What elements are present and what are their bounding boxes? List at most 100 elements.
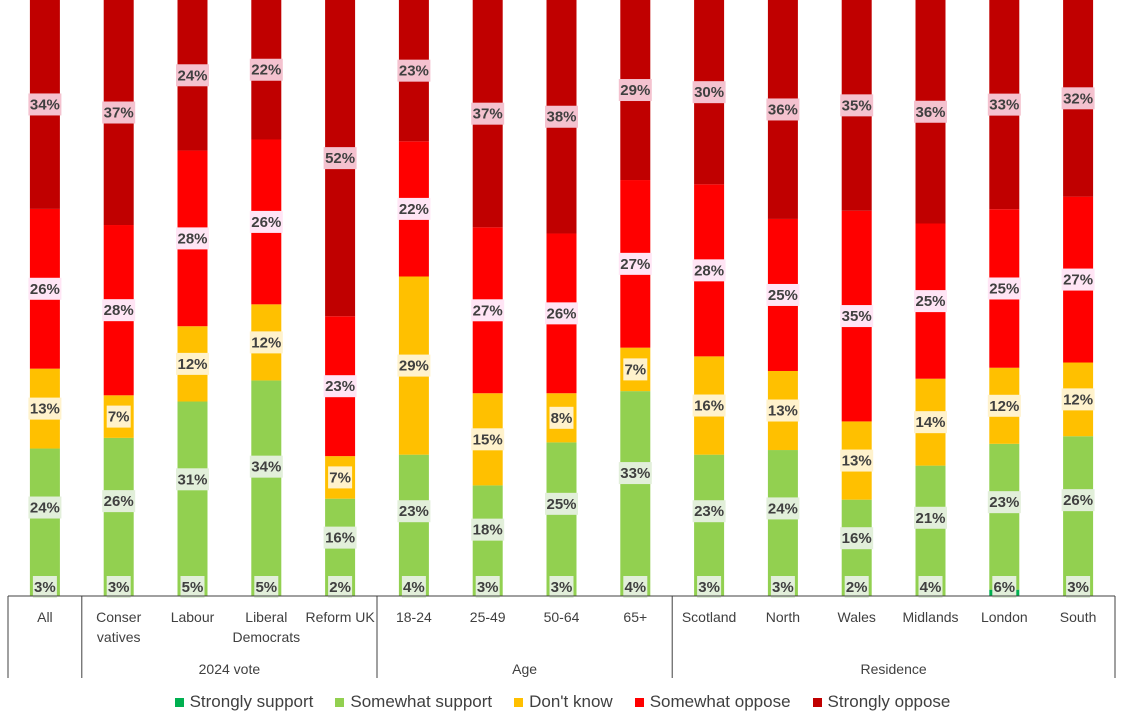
data-label-strongly-support-18-24-text: 4% [403,579,425,596]
x-tick-label-london: London [981,609,1028,625]
data-label-strongly-support-london: 6% [992,576,1017,598]
data-label-strongly-support-all: 3% [32,576,57,598]
data-label-somewhat-support-labour: 31% [176,468,209,491]
data-label-don-t-know-all-text: 13% [30,401,60,418]
data-label-strongly-oppose-all-bg [28,93,62,116]
category-axis: All Conser vatives Labour Liberal Democrats Re… [7,595,1116,678]
data-label-somewhat-support-midlands: 21% [914,506,947,529]
data-label-strongly-oppose-18-24-bg [397,59,431,82]
data-label-somewhat-support-50-64-bg [545,492,578,515]
legend-label-strongly-support: Strongly support [189,692,314,711]
legend-item-strongly-support: Strongly support [174,692,314,712]
data-label-somewhat-support-50-64: 25% [545,492,578,515]
data-label-somewhat-oppose-liberal-democrats-bg [249,210,283,233]
data-label-strongly-oppose-scotland-text: 30% [694,84,724,101]
data-label-strongly-support-wales: 2% [844,576,869,598]
bar-segment-somewhat-support-midlands [915,465,946,596]
data-label-strongly-oppose-liberal-democrats-bg [249,58,283,81]
data-label-somewhat-support-65: 33% [618,462,652,485]
data-label-somewhat-oppose-conser-vatives-bg [102,299,136,322]
data-label-don-t-know-north: 13% [766,399,800,422]
data-label-strongly-support-50-64-text: 3% [551,579,573,596]
data-label-strongly-oppose-50-64: 38% [545,105,578,128]
data-label-somewhat-support-labour-text: 31% [177,471,207,488]
data-label-strongly-oppose-south-bg [1061,87,1095,110]
data-label-strongly-support-scotland-bg [697,576,722,598]
data-label-somewhat-support-conser-vatives-bg [102,490,136,513]
data-label-don-t-know-18-24-bg [397,354,431,377]
data-label-don-t-know-conser-vatives-bg [106,405,131,428]
data-label-somewhat-oppose-scotland-text: 28% [694,262,724,279]
data-label-strongly-support-north: 3% [770,576,795,598]
data-label-somewhat-oppose-labour-bg [176,227,209,250]
data-label-strongly-support-south-text: 3% [1067,579,1089,596]
legend-swatch-strongly-support [174,697,184,707]
x-tick-label-conser-vatives: Conser vatives [96,609,141,645]
data-label-somewhat-oppose-scotland: 28% [692,259,726,282]
bar-segment-somewhat-support-labour [177,401,208,596]
data-label-don-t-know-south: 12% [1061,388,1095,411]
bar-segment-somewhat-support-50-64 [546,442,577,596]
data-label-somewhat-support-london-bg [987,491,1021,514]
data-label-somewhat-support-north-bg [766,497,800,520]
data-label-somewhat-support-all: 24% [28,496,62,519]
data-label-strongly-oppose-all: 34% [28,93,62,116]
bar-segment-somewhat-support-liberal-democrats [251,380,282,596]
data-label-somewhat-oppose-conser-vatives-text: 28% [104,302,134,319]
data-label-strongly-support-65-bg [623,576,648,598]
data-label-strongly-oppose-wales: 35% [840,94,874,117]
bar-segment-somewhat-support-65 [620,391,651,596]
x-tick-label-50-64: 50-64 [544,609,580,625]
data-label-strongly-oppose-london: 33% [987,93,1021,116]
data-label-strongly-support-midlands-bg [918,576,943,598]
data-label-don-t-know-50-64-bg [549,406,574,429]
data-label-somewhat-support-liberal-democrats: 34% [249,455,283,478]
x-tick-label-wales: Wales [838,609,876,625]
data-label-strongly-oppose-liberal-democrats-text: 22% [251,62,281,79]
data-label-strongly-support-london-text: 6% [993,579,1015,596]
data-label-somewhat-support-18-24: 23% [397,500,431,523]
data-label-somewhat-oppose-midlands-bg [914,290,947,313]
data-label-somewhat-support-65-bg [618,462,652,485]
legend-swatch-don-t-know [514,697,524,707]
data-label-don-t-know-liberal-democrats-bg [249,331,283,354]
data-label-somewhat-oppose-25-49: 27% [471,299,505,322]
data-label-strongly-oppose-65-text: 29% [620,82,650,99]
data-label-strongly-oppose-50-64-text: 38% [546,109,576,126]
data-label-somewhat-oppose-18-24-bg [397,197,431,220]
data-label-don-t-know-midlands: 14% [914,411,947,434]
data-label-don-t-know-65-text: 7% [624,361,646,378]
data-label-strongly-oppose-reform-uk: 52% [323,147,357,170]
data-label-somewhat-oppose-wales-bg [840,305,874,328]
data-label-somewhat-support-labour-bg [176,468,209,491]
data-label-somewhat-support-25-49-bg [471,518,505,541]
bar-segment-somewhat-support-scotland [694,454,725,596]
data-label-strongly-oppose-london-text: 33% [989,97,1019,114]
data-label-somewhat-support-25-49-text: 18% [473,522,503,539]
bar-segment-somewhat-support-18-24 [398,454,429,596]
data-label-strongly-support-reform-uk-text: 2% [329,579,351,596]
data-label-strongly-oppose-labour-text: 24% [177,67,207,84]
data-label-strongly-support-south: 3% [1066,576,1091,598]
data-label-somewhat-oppose-midlands: 25% [914,290,947,313]
data-label-don-t-know-north-bg [766,399,800,422]
data-label-somewhat-support-25-49: 18% [471,518,505,541]
data-label-somewhat-oppose-london-text: 25% [989,280,1019,297]
data-label-somewhat-oppose-north-bg [766,283,800,306]
data-label-strongly-support-18-24: 4% [401,576,426,598]
data-label-don-t-know-wales-text: 13% [842,453,872,470]
data-label-strongly-support-25-49-text: 3% [477,579,499,596]
data-label-strongly-oppose-25-49-text: 37% [473,106,503,123]
legend-item-don-t-know: Don't know [514,692,613,712]
data-label-strongly-support-liberal-democrats: 5% [254,576,279,598]
bar-segment-somewhat-support-london [989,443,1020,590]
data-label-somewhat-oppose-18-24-text: 22% [399,201,429,218]
data-label-strongly-support-midlands: 4% [918,576,943,598]
data-label-somewhat-oppose-liberal-democrats-text: 26% [251,214,281,231]
data-label-don-t-know-liberal-democrats-text: 12% [251,334,281,351]
data-label-somewhat-oppose-scotland-bg [692,259,726,282]
data-label-somewhat-support-scotland-bg [692,500,726,523]
data-label-somewhat-oppose-25-49-text: 27% [473,302,503,319]
data-label-somewhat-support-south: 26% [1061,489,1095,512]
data-label-somewhat-oppose-all: 26% [28,277,62,300]
